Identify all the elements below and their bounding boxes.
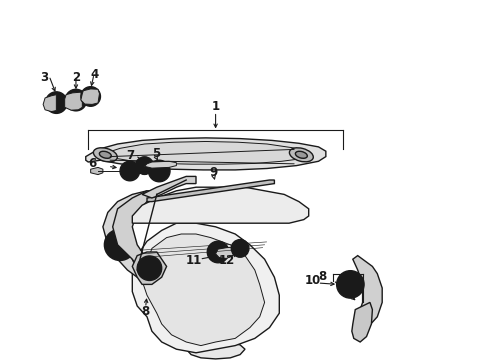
Text: 10: 10 (304, 274, 321, 287)
Polygon shape (103, 141, 311, 164)
Ellipse shape (99, 151, 111, 158)
Circle shape (71, 95, 81, 105)
Circle shape (111, 236, 129, 253)
Polygon shape (352, 302, 372, 342)
Circle shape (236, 244, 245, 253)
Polygon shape (216, 247, 235, 258)
Text: 3: 3 (40, 71, 48, 84)
Polygon shape (186, 342, 245, 359)
Text: 5: 5 (152, 147, 160, 160)
Polygon shape (113, 191, 157, 266)
Circle shape (213, 247, 223, 257)
Polygon shape (132, 252, 167, 284)
Circle shape (137, 256, 162, 280)
Circle shape (231, 240, 249, 257)
Polygon shape (353, 256, 382, 335)
Circle shape (337, 271, 364, 298)
Text: 9: 9 (210, 166, 218, 179)
Circle shape (148, 160, 170, 182)
Polygon shape (142, 234, 265, 346)
Polygon shape (132, 187, 309, 223)
Polygon shape (103, 191, 147, 277)
Polygon shape (81, 89, 99, 104)
Text: 12: 12 (218, 255, 235, 267)
Circle shape (207, 241, 229, 263)
Polygon shape (86, 138, 326, 170)
Text: 4: 4 (90, 68, 98, 81)
Polygon shape (147, 180, 274, 202)
Polygon shape (142, 176, 196, 198)
Polygon shape (145, 161, 176, 168)
Polygon shape (65, 92, 82, 110)
Circle shape (343, 277, 358, 292)
Polygon shape (43, 95, 56, 112)
Circle shape (136, 157, 153, 174)
Circle shape (104, 229, 136, 261)
Text: 2: 2 (72, 71, 80, 84)
Ellipse shape (290, 148, 313, 162)
Text: 8: 8 (318, 270, 326, 283)
Ellipse shape (295, 151, 307, 158)
Circle shape (154, 166, 165, 176)
Circle shape (51, 97, 62, 108)
Circle shape (140, 161, 149, 170)
Text: 8: 8 (142, 305, 149, 318)
Circle shape (125, 166, 135, 176)
Text: 1: 1 (212, 100, 220, 113)
Text: 7: 7 (126, 149, 134, 162)
Circle shape (46, 92, 67, 113)
Polygon shape (132, 223, 279, 353)
Text: 11: 11 (185, 255, 202, 267)
Text: 6: 6 (88, 157, 96, 170)
Circle shape (81, 87, 100, 106)
Circle shape (144, 262, 155, 274)
Ellipse shape (94, 148, 117, 162)
Circle shape (65, 89, 87, 111)
Polygon shape (91, 167, 103, 175)
Circle shape (120, 161, 140, 181)
Circle shape (86, 91, 96, 102)
